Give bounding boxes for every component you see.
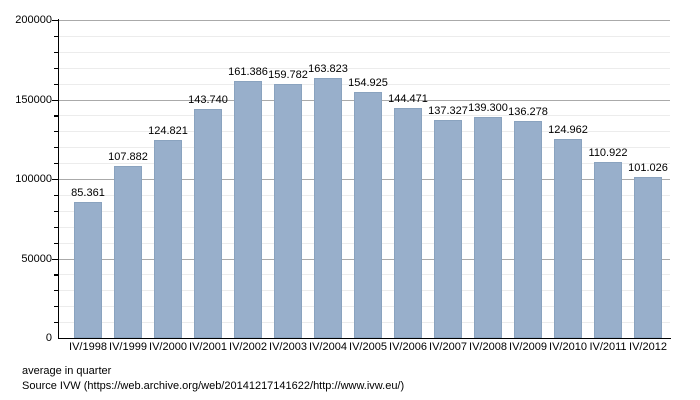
bar [314,77,342,338]
x-tick-label: IV/2006 [389,341,427,353]
minor-gridline [59,35,670,37]
minor-tick [54,322,58,324]
minor-tick [54,242,58,244]
major-gridline [59,20,670,21]
plot-area: 85.361 107.882 124.821 143.740 161.386 159.78… [59,20,670,338]
major-tick [52,99,58,101]
minor-tick [54,226,58,228]
bar-value-label: 136.278 [508,106,548,119]
minor-tick [54,67,58,69]
bar-value-label: 163.823 [308,62,348,75]
minor-tick [54,306,58,308]
minor-gridline [59,51,670,53]
minor-gridline [59,67,670,69]
footer-source: Source IVW (https://web.archive.org/web/… [22,379,405,392]
minor-tick [54,147,58,149]
x-tick-label: IV/2005 [349,341,387,353]
bar [114,166,142,338]
x-tick-label: IV/2001 [189,341,227,353]
bar [634,177,662,338]
major-tick [52,258,58,260]
minor-tick [54,115,58,117]
bar [354,91,382,338]
x-tick-label: IV/2003 [269,341,307,353]
bar [194,109,222,338]
bar-value-label: 85.361 [71,187,105,200]
bar-value-label: 124.962 [548,124,588,137]
y-tick-label: 0 [45,332,52,344]
minor-tick [54,35,58,38]
bar-value-label: 143.740 [188,94,228,107]
bar-value-label: 159.782 [268,68,308,81]
bar-value-label: 154.925 [348,76,388,89]
bar [394,108,422,338]
minor-tick [54,83,58,85]
x-tick-label: IV/2011 [589,341,627,353]
bar [434,119,462,338]
bar [594,161,622,338]
bar [74,202,102,338]
bar-value-label: 107.882 [108,151,148,164]
x-tick-label: IV/1999 [109,341,147,353]
x-tick-label: IV/2012 [629,341,667,353]
bar [514,121,542,338]
minor-tick [54,274,58,276]
minor-tick [54,290,58,292]
y-tick-label: 50000 [21,252,52,265]
x-tick-label: IV/1998 [69,341,107,353]
bar-value-label: 101.026 [628,162,668,175]
x-tick-label: IV/2000 [149,341,187,353]
y-tick-label: 150000 [15,93,52,106]
bar-value-label: 161.386 [228,66,268,79]
bar-value-label: 144.471 [388,93,428,106]
y-tick-label: 200000 [15,14,52,26]
bar [234,81,262,338]
bar [154,139,182,338]
bar [274,83,302,338]
y-tick-label: 100000 [15,173,52,185]
bar [554,139,582,338]
x-tick-label: IV/2004 [309,341,347,353]
x-axis-line [58,338,671,340]
x-tick-label: IV/2008 [469,341,507,353]
minor-tick [54,131,58,133]
bar-value-label: 124.821 [148,124,188,137]
x-tick-label: IV/2002 [229,341,267,353]
footer-note: average in quarter [22,365,112,377]
x-tick-label: IV/2009 [509,341,547,353]
bar-value-label: 110.922 [588,146,628,159]
minor-tick [54,194,58,197]
bar-value-label: 137.327 [428,104,468,117]
bar-value-label: 139.300 [468,101,508,114]
chart-footer: average in quarter Source IVW (https://w… [22,364,404,393]
y-axis-line [58,19,60,339]
major-tick [52,179,58,181]
x-tick-label: IV/2007 [429,341,467,353]
minor-tick [54,210,58,212]
minor-tick [54,51,58,53]
minor-gridline [59,83,670,85]
x-tick-label: IV/2010 [549,341,587,353]
minor-tick [54,163,58,165]
bar [474,116,502,338]
major-tick [52,20,58,22]
